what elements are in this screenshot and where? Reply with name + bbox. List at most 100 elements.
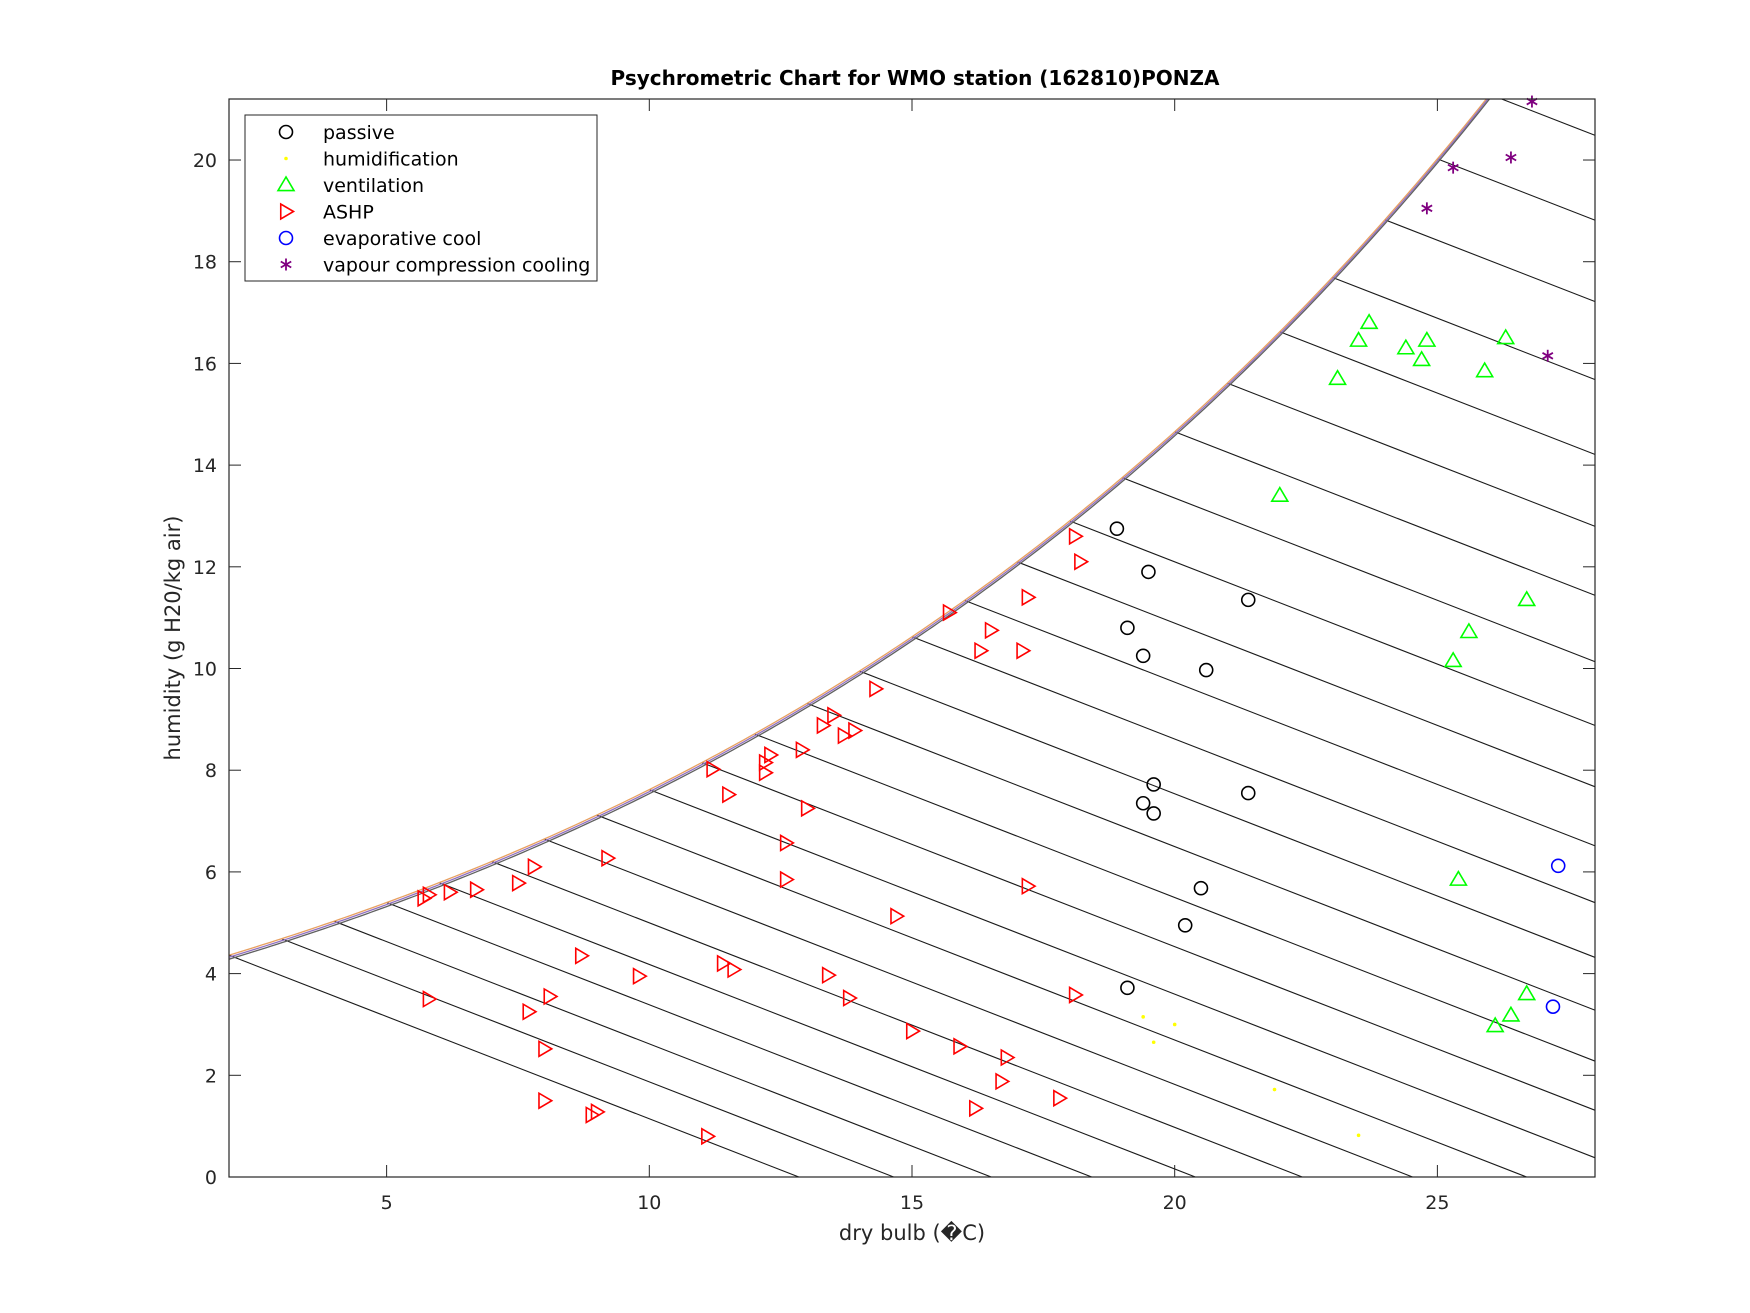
constant-wetbulb-lines: [229, 0, 1750, 1177]
wetbulb-line: [596, 814, 1527, 1177]
wetbulb-line: [649, 789, 1595, 1159]
passive-point: [1177, 917, 1193, 933]
wetbulb-line: [491, 860, 1303, 1177]
ASHP-point: [968, 1099, 985, 1118]
ASHP-point: [1000, 1048, 1016, 1067]
wetbulb-line: [386, 902, 1092, 1177]
wetbulb-line: [911, 636, 1595, 904]
vapour-compression-cooling-point: [1421, 202, 1433, 215]
humidification-point: [1141, 1015, 1145, 1019]
legend-label: ventilation: [323, 175, 424, 197]
ventilation-point: [1396, 338, 1416, 355]
ASHP-point: [511, 874, 528, 892]
ASHP-point: [538, 1039, 554, 1058]
ASHP-point: [905, 1022, 922, 1040]
x-tick-label: 10: [637, 1192, 661, 1214]
passive-point: [1135, 648, 1151, 664]
passive-point: [1146, 806, 1161, 821]
legend-label: ASHP: [323, 202, 374, 224]
humidification-point: [1272, 1087, 1277, 1092]
x-tick-label: 25: [1425, 1192, 1449, 1214]
x-axis-label: dry bulb (�C): [839, 1220, 985, 1245]
ASHP-point: [574, 946, 591, 965]
legend-marker: [276, 175, 296, 192]
passive-point: [1120, 620, 1135, 636]
ASHP-point: [1074, 552, 1090, 571]
ASHP-point: [842, 989, 859, 1007]
wetbulb-line: [1174, 431, 1595, 596]
ASHP-point: [758, 763, 774, 782]
wetbulb-line: [229, 954, 800, 1177]
y-axis-label: humidity (g H20/kg air): [161, 516, 185, 761]
y-tick-label: 0: [205, 1167, 217, 1189]
passive-point: [1193, 880, 1209, 896]
passive-point: [1135, 795, 1151, 811]
ASHP-point: [1021, 588, 1037, 607]
wetbulb-line: [1595, 0, 1750, 1177]
legend-label: vapour compression cooling: [323, 255, 590, 277]
legend-marker: [284, 156, 288, 161]
saturation-curve: [229, 99, 1491, 960]
wetbulb-line: [701, 762, 1595, 1111]
ASHP-point: [522, 1002, 538, 1021]
humidification-point: [1151, 1040, 1156, 1045]
ASHP-point: [869, 679, 885, 698]
wetbulb-line: [333, 920, 992, 1177]
ASHP-point: [585, 1106, 601, 1124]
y-tick-label: 20: [193, 150, 217, 172]
legend-label: passive: [323, 122, 395, 144]
ventilation-point: [1349, 330, 1368, 347]
legend-box: [244, 114, 598, 282]
vapour-compression-cooling-point: [1447, 161, 1459, 174]
saturation-curve: [229, 99, 1489, 958]
legend: passive humidification ventilation ASHP evap…: [244, 114, 598, 282]
ASHP-point: [1016, 641, 1032, 660]
ASHP-point: [422, 990, 438, 1008]
ventilation-point: [1449, 869, 1468, 886]
humidification-point: [1356, 1133, 1361, 1138]
wetbulb-line: [859, 670, 1595, 958]
y-tick-label: 6: [205, 862, 217, 884]
ASHP-point: [538, 1091, 554, 1110]
ventilation-point: [1417, 330, 1437, 347]
y-tick-label: 10: [193, 659, 217, 681]
ventilation-point: [1359, 313, 1379, 330]
chart-title: Psychrometric Chart for WMO station (162…: [611, 66, 1220, 90]
y-axis: 0 2 4 6 8 10 12 14 16 18 20: [193, 150, 1595, 1189]
ventilation-point: [1501, 1005, 1521, 1022]
ASHP-point: [779, 834, 795, 852]
ASHP-point: [827, 706, 843, 725]
ASHP-point: [942, 603, 958, 622]
saturation-curve: [229, 99, 1488, 956]
wetbulb-line: [1648, 0, 1750, 1177]
ventilation-point: [1270, 486, 1290, 503]
passive-point: [1240, 785, 1256, 801]
ASHP-point: [632, 967, 648, 986]
legend-label: humidification: [323, 149, 459, 171]
legend-marker: [280, 258, 292, 271]
ASHP-point: [443, 883, 459, 902]
ASHP-point: [953, 1037, 969, 1056]
y-tick-label: 18: [193, 252, 217, 274]
ASHP-point: [1068, 986, 1084, 1004]
y-tick-label: 4: [205, 964, 217, 986]
ASHP-point: [1053, 1089, 1069, 1108]
data-markers: [417, 95, 1566, 1146]
ventilation-point: [1517, 984, 1537, 1001]
evaporative-cool-point: [1550, 858, 1566, 874]
wetbulb-line: [544, 838, 1413, 1177]
ASHP-point: [706, 760, 722, 779]
legend-marker: [279, 202, 296, 221]
ASHP-point: [722, 785, 738, 804]
y-tick-label: 8: [205, 760, 217, 782]
ventilation-point: [1517, 590, 1537, 607]
x-axis: 5 10 15 20 25: [381, 99, 1449, 1214]
passive-point: [1141, 564, 1156, 580]
ASHP-point: [1021, 877, 1037, 896]
ASHP-point: [764, 746, 780, 764]
ASHP-point: [701, 1127, 717, 1146]
ASHP-point: [795, 740, 811, 759]
ASHP-point: [716, 954, 732, 973]
wetbulb-line: [281, 938, 894, 1177]
